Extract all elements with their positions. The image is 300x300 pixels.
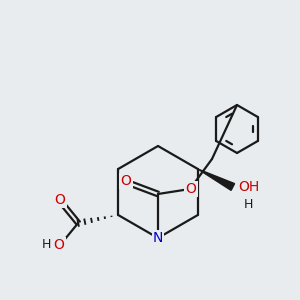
Text: O: O (54, 238, 64, 252)
Text: H: H (244, 199, 254, 212)
Text: O: O (186, 182, 196, 196)
Text: O: O (55, 193, 66, 207)
Text: O: O (121, 174, 131, 188)
Text: H: H (41, 238, 51, 251)
Text: N: N (153, 231, 163, 245)
Text: OH: OH (238, 180, 260, 194)
Polygon shape (198, 169, 235, 190)
